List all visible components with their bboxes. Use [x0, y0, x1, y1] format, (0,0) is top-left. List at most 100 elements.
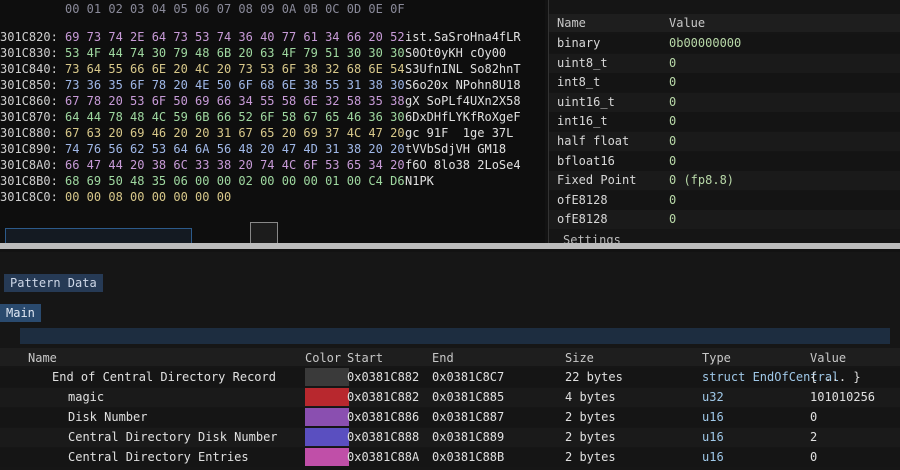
- pattern-end: 0x0381C88B: [432, 450, 505, 464]
- panel-title-tab[interactable]: Pattern Data: [4, 274, 103, 292]
- hex-ascii: S6o20x NPohn8U18: [405, 78, 521, 92]
- column-header[interactable]: Value: [810, 351, 847, 365]
- hex-bytes: 66 47 44 20 38 6C 33 38 20 74 4C 6F 53 6…: [65, 158, 405, 172]
- pattern-end: 0x0381C8C7: [432, 370, 505, 384]
- inspector-row: [549, 132, 900, 151]
- hex-ascii: gX SoPLf4UXn2X58: [405, 94, 521, 108]
- toolbar-button[interactable]: [250, 222, 278, 244]
- pattern-start: 0x0381C88A: [347, 450, 420, 464]
- inspector-name: Fixed Point: [557, 173, 637, 188]
- hex-bytes: 53 4F 44 74 30 79 48 6B 20 63 4F 79 51 3…: [65, 46, 405, 60]
- pattern-type: u32: [702, 390, 724, 404]
- pattern-row[interactable]: [0, 448, 900, 467]
- pattern-name: Disk Number: [68, 410, 148, 424]
- pattern-data-panel: Pattern Data Main Name Color Start End Size Typ…: [0, 252, 900, 470]
- column-header[interactable]: Color: [305, 351, 342, 365]
- inspector-row: [549, 73, 900, 93]
- table-header-row: [0, 348, 900, 366]
- inspector-row: [549, 34, 900, 53]
- column-header[interactable]: Type: [702, 351, 731, 365]
- inspector-value: 0: [669, 114, 677, 129]
- hex-bytes: 68 69 50 48 35 06 00 00 02 00 00 00 01 0…: [65, 174, 405, 188]
- pattern-name: Central Directory Entries: [68, 450, 249, 464]
- sub-tab[interactable]: Main: [0, 304, 41, 322]
- pattern-name: magic: [68, 390, 105, 404]
- pattern-start: 0x0381C886: [347, 410, 420, 424]
- column-header[interactable]: Start: [347, 351, 384, 365]
- hex-bytes: 67 63 20 69 46 20 20 31 67 65 20 69 37 4…: [65, 126, 405, 140]
- toolbar: [5, 228, 192, 245]
- inspector-name: half float: [557, 134, 630, 148]
- hex-address: 301C8C0:: [0, 190, 58, 204]
- inspector-name: int8_t: [557, 75, 601, 90]
- pattern-type: u16: [702, 430, 724, 444]
- pattern-end: 0x0381C887: [432, 410, 505, 424]
- splitter: [0, 243, 900, 249]
- pattern-end: 0x0381C889: [432, 430, 505, 444]
- pattern-row[interactable]: [0, 428, 900, 447]
- hex-bytes: 73 36 35 6F 78 20 4E 50 6F 68 6E 38 55 3…: [65, 78, 405, 92]
- inspector-row: [549, 92, 900, 112]
- hex-bytes: 64 44 78 48 4C 59 6B 66 52 6F 58 67 65 4…: [65, 110, 405, 124]
- pattern-name: Central Directory Disk Number: [68, 430, 278, 444]
- column-header[interactable]: End: [432, 351, 454, 365]
- filter-bar[interactable]: [20, 328, 890, 344]
- hex-bytes: 69 73 74 2E 64 73 53 74 36 40 77 61 34 6…: [65, 30, 405, 44]
- hex-ascii: S0Ot0yKH cOy00: [405, 46, 507, 60]
- inspector-settings: Settings: [563, 233, 621, 245]
- color-swatch: [305, 368, 349, 386]
- pattern-type: u16: [702, 450, 724, 464]
- inspector-value: 0: [669, 55, 677, 70]
- pattern-type: struct EndOfCentral: [702, 370, 840, 384]
- color-swatch: [305, 428, 349, 446]
- color-swatch: [305, 388, 349, 406]
- color-swatch: [305, 448, 349, 466]
- inspector-value: 0 (fp8.8): [669, 173, 735, 188]
- data-inspector: Name Value binary 0b00000000 uint8_t 0 int8_t 0…: [548, 0, 900, 245]
- hex-ascii: S3UfnINL So82hnT: [405, 62, 521, 76]
- inspector-header-row: [549, 14, 900, 32]
- pattern-start: 0x0381C888: [347, 430, 420, 444]
- pattern-start: 0x0381C882: [347, 390, 420, 404]
- hex-address: 301C840:: [0, 62, 58, 76]
- hex-address: 301C830:: [0, 46, 58, 60]
- color-swatch: [305, 408, 349, 426]
- pattern-value: { ... }: [810, 370, 861, 384]
- pattern-size: 2 bytes: [565, 410, 616, 424]
- pattern-row[interactable]: [0, 368, 900, 387]
- hex-address: 301C8A0:: [0, 158, 58, 172]
- hex-ascii: f6O 8lo38 2LoSe4: [405, 158, 521, 172]
- pattern-row[interactable]: [0, 388, 900, 407]
- pattern-row[interactable]: [0, 408, 900, 427]
- inspector-column-header: Value: [669, 16, 706, 30]
- hex-ascii: ist.SaSroHna4fLR: [405, 30, 521, 44]
- pattern-name: End of Central Directory Record: [52, 370, 276, 384]
- pattern-value: 101010256: [810, 390, 876, 404]
- inspector-column-header: Name: [557, 16, 586, 30]
- hex-address: 301C870:: [0, 110, 58, 124]
- column-header[interactable]: Name: [28, 351, 57, 365]
- inspector-value: 0: [669, 94, 677, 109]
- pattern-size: 2 bytes: [565, 430, 616, 444]
- inspector-name: ofE8128: [557, 192, 608, 207]
- hex-ascii: gc 91F 1ge 37L: [405, 126, 514, 140]
- inspector-value: 0: [669, 212, 677, 227]
- inspector-row: [549, 171, 900, 191]
- hex-column-header: 00 01 02 03 04 05 06 07 08 09 0A 0B 0C 0…: [65, 2, 405, 16]
- inspector-name: uint8_t: [557, 55, 608, 70]
- pattern-value: 0: [810, 410, 818, 424]
- inspector-name: binary: [557, 36, 601, 50]
- hex-address: 301C890:: [0, 142, 58, 156]
- hex-address: 301C860:: [0, 94, 58, 108]
- pattern-end: 0x0381C885: [432, 390, 505, 404]
- inspector-row: [549, 112, 900, 132]
- pattern-size: 4 bytes: [565, 390, 616, 404]
- hex-bytes: 74 76 56 62 53 64 6A 56 48 20 47 4D 31 3…: [65, 142, 405, 156]
- hex-address: 301C820:: [0, 30, 58, 44]
- pattern-size: 22 bytes: [565, 370, 623, 384]
- inspector-row: [549, 210, 900, 230]
- pattern-start: 0x0381C882: [347, 370, 420, 384]
- inspector-row: [549, 151, 900, 171]
- column-header[interactable]: Size: [565, 351, 594, 365]
